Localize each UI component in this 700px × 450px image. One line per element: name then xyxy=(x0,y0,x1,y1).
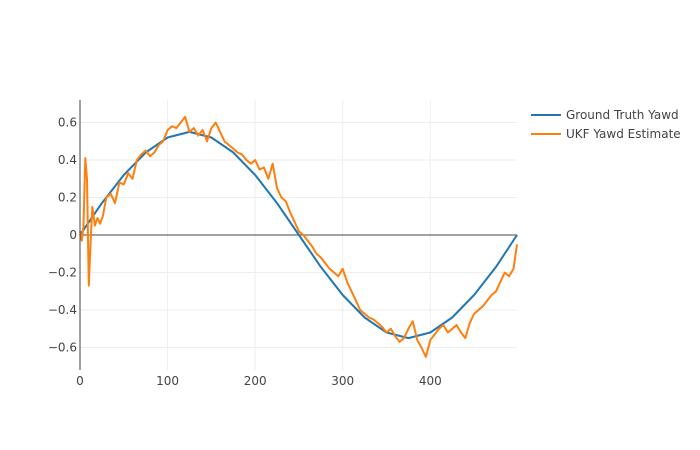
series-line-1 xyxy=(79,115,518,358)
x-tick-label: 0 xyxy=(76,374,84,388)
series-layer xyxy=(79,115,518,358)
x-axis-ticks: 0 100 200 300 400 xyxy=(76,374,442,388)
legend-item[interactable]: UKF Yawd Estimate xyxy=(531,127,681,141)
x-tick-label: 200 xyxy=(244,374,267,388)
y-tick-label: 0.6 xyxy=(58,116,77,130)
legend-label: Ground Truth Yawd xyxy=(566,108,679,122)
y-tick-label: 0 xyxy=(69,228,77,242)
x-tick-label: 100 xyxy=(156,374,179,388)
x-tick-label: 300 xyxy=(331,374,354,388)
y-axis-ticks: −0.6 −0.4 −0.2 0 0.2 0.4 0.6 xyxy=(48,116,77,355)
series-line-0 xyxy=(79,130,518,340)
legend-label: UKF Yawd Estimate xyxy=(566,127,681,141)
y-tick-label: 0.2 xyxy=(58,191,77,205)
legend: Ground Truth Yawd UKF Yawd Estimate xyxy=(531,108,681,141)
y-tick-label: −0.2 xyxy=(48,266,77,280)
legend-item[interactable]: Ground Truth Yawd xyxy=(531,108,679,122)
x-tick-label: 400 xyxy=(419,374,442,388)
y-tick-label: 0.4 xyxy=(58,153,77,167)
y-tick-label: −0.4 xyxy=(48,303,77,317)
y-tick-label: −0.6 xyxy=(48,341,77,355)
